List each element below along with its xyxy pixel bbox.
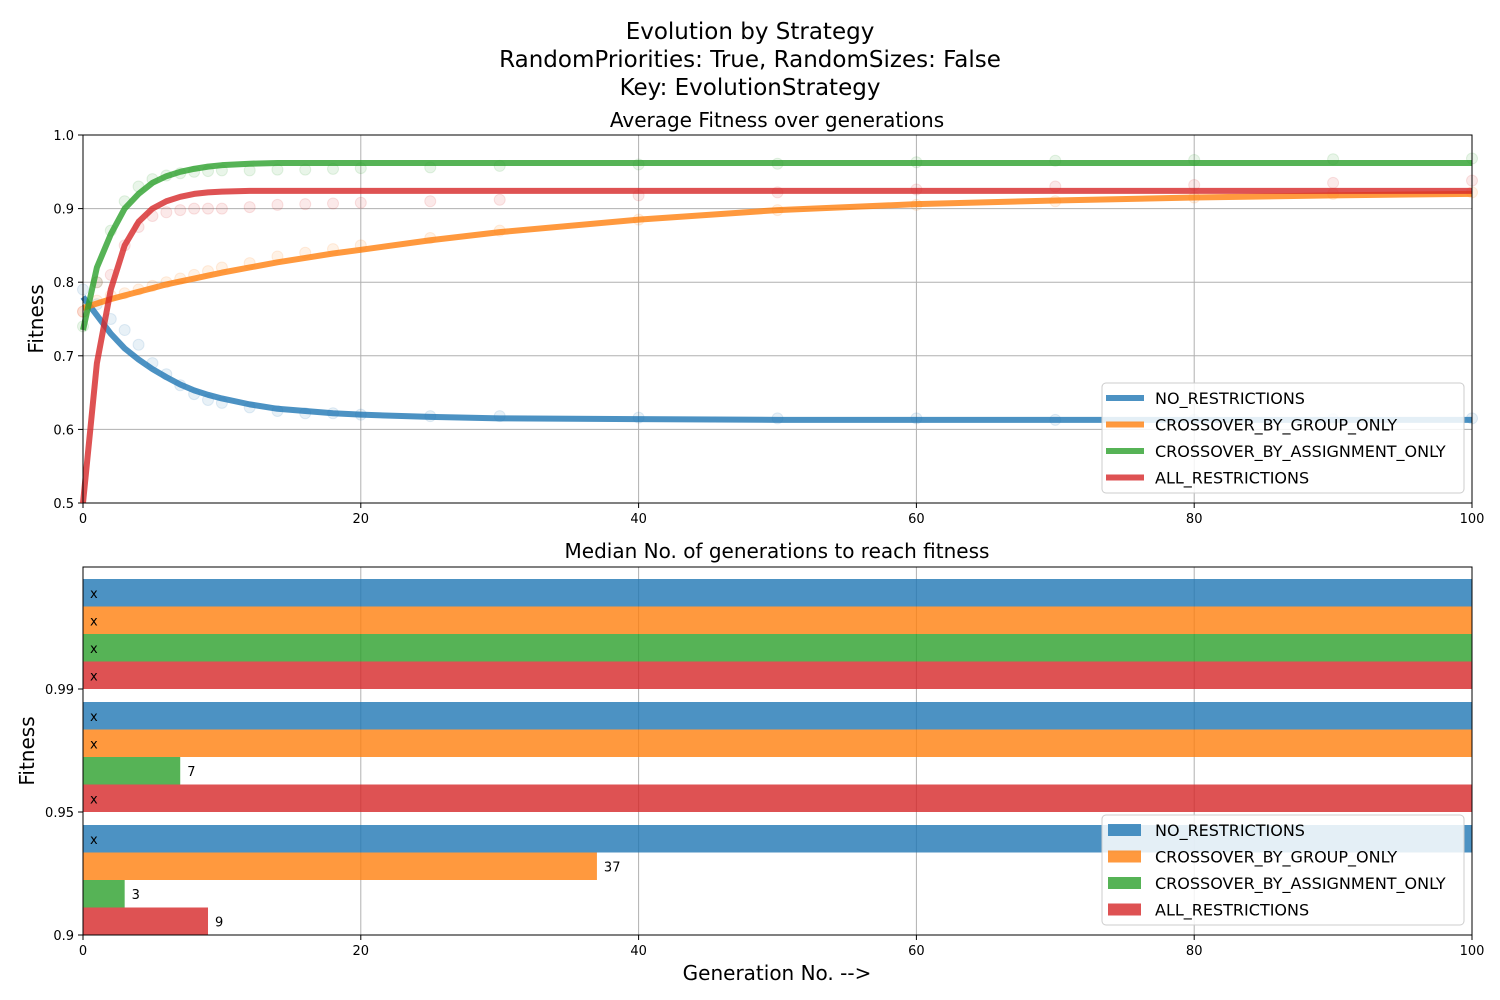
top-ytick-label: 0.8: [53, 276, 74, 291]
bar-all-restrictions-0-99: [83, 661, 1472, 689]
top-ytick-label: 1.0: [53, 129, 74, 144]
bottom-xtick-label: 60: [908, 944, 925, 959]
top-chart-ylabel: Fitness: [24, 284, 48, 353]
bar-crossover-by-group-only-0-95: [83, 729, 1472, 757]
bar-all-restrictions-0-9: [83, 907, 209, 935]
bar-crossover-by-assignment-only-0-99: [83, 634, 1472, 662]
top-ytick-label: 0.6: [53, 423, 74, 438]
bottom-ytick-label: 0.99: [45, 683, 74, 698]
legend-label-no-restrictions: NO_RESTRICTIONS: [1155, 821, 1305, 841]
legend-swatch-crossover-by-group-only: [1108, 850, 1141, 863]
top-ytick-label: 0.7: [53, 350, 74, 365]
bottom-chart-legend: NO_RESTRICTIONS CROSSOVER_BY_GROUP_ONLY CR…: [1101, 814, 1465, 926]
bar-label-crossover-by-group-only-0-9: 37: [604, 860, 621, 875]
top-xtick-label: 20: [353, 512, 370, 527]
data-point-all-restrictions: [243, 201, 256, 214]
top-chart-title: Average Fitness over generations: [610, 108, 944, 132]
data-point-all-restrictions: [493, 193, 506, 206]
data-point-all-restrictions: [160, 206, 173, 219]
legend-label-crossover-by-assignment-only: CROSSOVER_BY_ASSIGNMENT_ONLY: [1155, 442, 1446, 462]
bottom-plot-frame: [82, 566, 1473, 936]
legend-label-all-restrictions: ALL_RESTRICTIONS: [1155, 901, 1309, 921]
bottom-ytick-label: 0.95: [45, 806, 74, 821]
legend-frame: [1101, 382, 1465, 494]
legend-label-all-restrictions: ALL_RESTRICTIONS: [1155, 469, 1309, 489]
legend-label-crossover-by-group-only: CROSSOVER_BY_GROUP_ONLY: [1155, 848, 1397, 868]
data-point-all-restrictions: [202, 202, 215, 215]
bottom-xtick-label: 100: [1460, 944, 1485, 959]
bar-label-all-restrictions-0-99: x: [90, 669, 98, 684]
top-ytick-label: 0.5: [53, 497, 74, 512]
bar-crossover-by-group-only-0-99: [83, 606, 1472, 634]
bottom-chart-ylabel: Fitness: [15, 716, 39, 785]
data-point-all-restrictions: [188, 202, 201, 215]
bottom-xtick-label: 40: [630, 944, 647, 959]
bottom-ytick-label: 0.9: [53, 929, 74, 944]
suptitle-line-1: Evolution by Strategy: [626, 19, 875, 45]
legend-label-crossover-by-group-only: CROSSOVER_BY_GROUP_ONLY: [1155, 416, 1397, 436]
top-xtick-label: 60: [908, 512, 925, 527]
data-point-all-restrictions: [1327, 176, 1340, 189]
bar-crossover-by-assignment-only-0-95: [83, 757, 181, 785]
data-point-all-restrictions: [174, 204, 187, 217]
bar-label-no-restrictions-0-99: x: [90, 587, 98, 602]
legend-frame: [1101, 814, 1465, 926]
legend-swatch-crossover-by-assignment-only: [1108, 877, 1141, 889]
data-point-all-restrictions: [354, 196, 367, 209]
top-xtick-label: 80: [1186, 512, 1203, 527]
top-chart: 0 20 40 60 80 100 0.5 0.6 0.7 0.8 0.9 1.0: [53, 129, 1484, 527]
bar-label-crossover-by-assignment-only-0-99: x: [90, 642, 98, 657]
bottom-chart-title: Median No. of generations to reach fitne…: [565, 539, 990, 563]
series-line-crossover-by-group-only: [82, 190, 1473, 311]
top-ytick-label: 0.9: [53, 203, 74, 218]
bar-label-all-restrictions-0-95: x: [90, 792, 98, 807]
data-point-all-restrictions: [327, 197, 340, 210]
bar-crossover-by-group-only-0-9: [83, 852, 597, 880]
data-point-all-restrictions: [271, 198, 284, 211]
legend-swatch-all-restrictions: [1108, 903, 1141, 916]
bar-label-crossover-by-assignment-only-0-9: 3: [132, 888, 140, 903]
bar-label-crossover-by-assignment-only-0-95: 7: [187, 765, 195, 780]
data-point-all-restrictions: [299, 198, 312, 211]
legend-label-no-restrictions: NO_RESTRICTIONS: [1155, 389, 1305, 409]
bar-no-restrictions-0-95: [83, 702, 1472, 730]
series-line-all-restrictions: [80, 187, 1472, 504]
bar-label-all-restrictions-0-9: 9: [215, 915, 223, 930]
bar-no-restrictions-0-99: [83, 579, 1472, 607]
bar-label-no-restrictions-0-95: x: [90, 710, 98, 725]
bar-crossover-by-assignment-only-0-9: [83, 880, 125, 908]
legend-swatch-no-restrictions: [1108, 824, 1141, 836]
data-point-all-restrictions: [215, 202, 228, 215]
bottom-xtick-label: 0: [79, 944, 87, 959]
bottom-xtick-label: 80: [1186, 944, 1203, 959]
data-point-no-restrictions: [132, 338, 145, 351]
top-plot-frame: [82, 134, 1473, 504]
top-xtick-label: 0: [79, 512, 87, 527]
data-point-no-restrictions: [118, 324, 131, 337]
bar-label-crossover-by-group-only-0-95: x: [90, 737, 98, 752]
bar-all-restrictions-0-95: [83, 784, 1472, 812]
top-xtick-label: 40: [630, 512, 647, 527]
bar-label-crossover-by-group-only-0-99: x: [90, 614, 98, 629]
suptitle-line-3: Key: EvolutionStrategy: [620, 75, 881, 101]
data-point-all-restrictions: [424, 195, 437, 208]
bar-label-no-restrictions-0-9: x: [90, 833, 98, 848]
top-chart-legend: NO_RESTRICTIONS CROSSOVER_BY_GROUP_ONLY CR…: [1101, 382, 1465, 494]
bottom-chart-xlabel: Generation No. -->: [683, 961, 872, 985]
suptitle-line-2: RandomPriorities: True, RandomSizes: Fal…: [499, 47, 1001, 73]
top-xtick-label: 100: [1460, 512, 1485, 527]
legend-label-crossover-by-assignment-only: CROSSOVER_BY_ASSIGNMENT_ONLY: [1155, 874, 1446, 894]
bottom-xtick-label: 20: [353, 944, 370, 959]
series-line-no-restrictions: [80, 295, 1472, 423]
series-line-crossover-by-assignment-only: [80, 159, 1472, 331]
